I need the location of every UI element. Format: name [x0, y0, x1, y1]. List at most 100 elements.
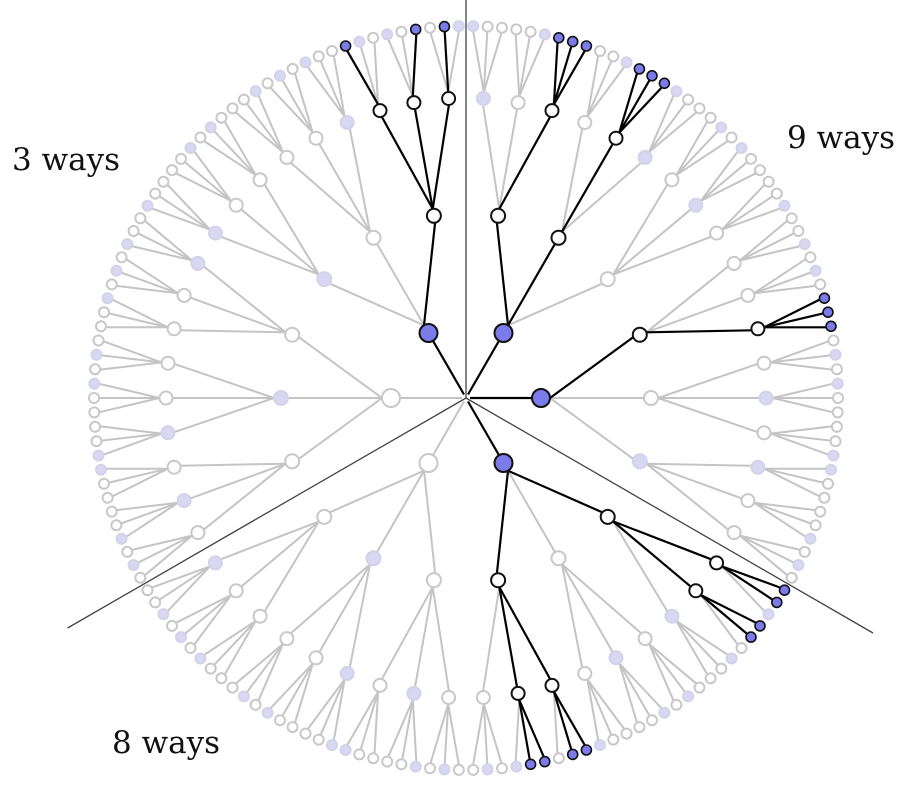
tree-node [381, 755, 394, 768]
tree-edge [646, 462, 743, 500]
tree-edge [263, 183, 320, 276]
tree-node [261, 77, 274, 90]
tree-edge [645, 462, 729, 531]
tree-node [95, 320, 107, 333]
tree-node [822, 477, 834, 490]
tree-edge [657, 397, 758, 434]
tree-node [510, 760, 523, 773]
tree-node [809, 264, 822, 277]
tree-edge [739, 534, 801, 551]
tree-node [804, 532, 817, 545]
highlighted-edge [498, 586, 552, 680]
tree-node [756, 425, 772, 441]
tree-node [274, 69, 286, 82]
highlighted-edge [618, 79, 651, 134]
highlighted-edge [763, 298, 821, 329]
highlighted-edges [346, 31, 827, 760]
tree-node [160, 355, 176, 371]
tree-node [226, 681, 239, 694]
tree-edge [423, 470, 437, 574]
tree-edge [240, 208, 320, 276]
tree-edge [618, 662, 651, 717]
tree-node [726, 525, 742, 541]
tree-node [121, 238, 134, 251]
tree-node [372, 677, 388, 693]
tree-edge [116, 284, 179, 295]
tree-node [286, 721, 299, 734]
tree-node [725, 131, 738, 144]
tree-edge [318, 143, 371, 233]
tree-node [646, 714, 658, 727]
tree-edge [298, 336, 383, 399]
tree-node [524, 25, 537, 38]
tree-node [89, 363, 102, 376]
highlighted-edge [552, 42, 559, 105]
tree-node [204, 121, 217, 134]
tree-node [299, 727, 312, 740]
tree-edge [220, 235, 320, 276]
tree-node [226, 102, 239, 115]
tree-edge [245, 643, 284, 693]
tree-edge [472, 703, 485, 766]
highlighted-node [580, 744, 593, 756]
tree-node [92, 449, 105, 462]
highlighted-edge [495, 470, 510, 574]
highlighted-node [778, 584, 791, 597]
tree-node [279, 149, 295, 165]
tree-node [149, 596, 162, 609]
tree-node [237, 690, 250, 703]
highlighted-node [490, 572, 507, 589]
tree-edge [586, 55, 600, 117]
tree-node [92, 334, 105, 347]
tree-edge [189, 462, 286, 500]
tree-node [798, 238, 811, 251]
tree-edge [180, 329, 286, 334]
highlighted-edge [518, 699, 545, 758]
tree-edge [306, 66, 346, 118]
tree-edge [700, 161, 748, 202]
tree-edge [193, 594, 233, 646]
tree-edge [318, 563, 371, 653]
tree-edge [387, 699, 414, 758]
highlighted-node [754, 620, 766, 632]
tree-node [750, 459, 766, 475]
highlighted-node [709, 555, 725, 571]
tree-edge [739, 232, 795, 262]
tree-edge [753, 501, 816, 512]
highlighted-node [745, 631, 757, 643]
tree-edge [482, 31, 489, 93]
tree-node [134, 571, 147, 584]
tree-edge [348, 128, 371, 232]
tree-edge [507, 470, 556, 553]
highlighted-edge [498, 586, 519, 688]
tree-node [184, 142, 197, 154]
highlighted-node [409, 23, 422, 36]
tree-node [249, 698, 262, 711]
tree-edge [518, 38, 545, 97]
tree-edge [290, 161, 371, 233]
tree-node [127, 225, 140, 237]
tree-edge [120, 271, 179, 295]
highlighted-edge [763, 312, 824, 329]
tree-node [425, 572, 442, 589]
tree-edge [329, 282, 425, 327]
tree-node [792, 559, 805, 571]
highlighted-edge [507, 469, 603, 514]
tree-node [215, 672, 228, 685]
highlighted-node [339, 40, 352, 52]
tree-edge [612, 208, 692, 276]
tree-node [316, 271, 333, 288]
tree-node [452, 763, 465, 776]
tree-node [141, 199, 154, 212]
tree-node [101, 292, 114, 305]
tree-node [607, 733, 620, 746]
highlighted-node [490, 207, 507, 224]
tree-edge [144, 534, 193, 577]
highlighted-node [493, 453, 514, 473]
tree-edge [411, 699, 418, 762]
highlighted-node [608, 130, 624, 146]
tree-edge [319, 60, 346, 117]
tree-node [832, 392, 844, 404]
tree-node [160, 425, 176, 441]
tree-node [577, 115, 593, 130]
